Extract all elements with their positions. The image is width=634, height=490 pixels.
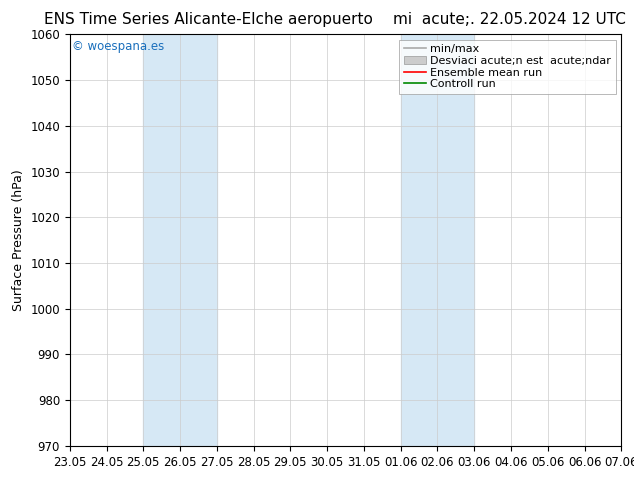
Text: ENS Time Series Alicante-Elche aeropuerto: ENS Time Series Alicante-Elche aeropuert… xyxy=(44,12,373,27)
Bar xyxy=(401,34,474,446)
Y-axis label: Surface Pressure (hPa): Surface Pressure (hPa) xyxy=(11,169,25,311)
Text: mi  acute;. 22.05.2024 12 UTC: mi acute;. 22.05.2024 12 UTC xyxy=(393,12,626,27)
Legend: min/max, Desviaci acute;n est  acute;ndar, Ensemble mean run, Controll run: min/max, Desviaci acute;n est acute;ndar… xyxy=(399,40,616,94)
Text: © woespana.es: © woespana.es xyxy=(72,41,165,53)
Bar xyxy=(143,34,217,446)
